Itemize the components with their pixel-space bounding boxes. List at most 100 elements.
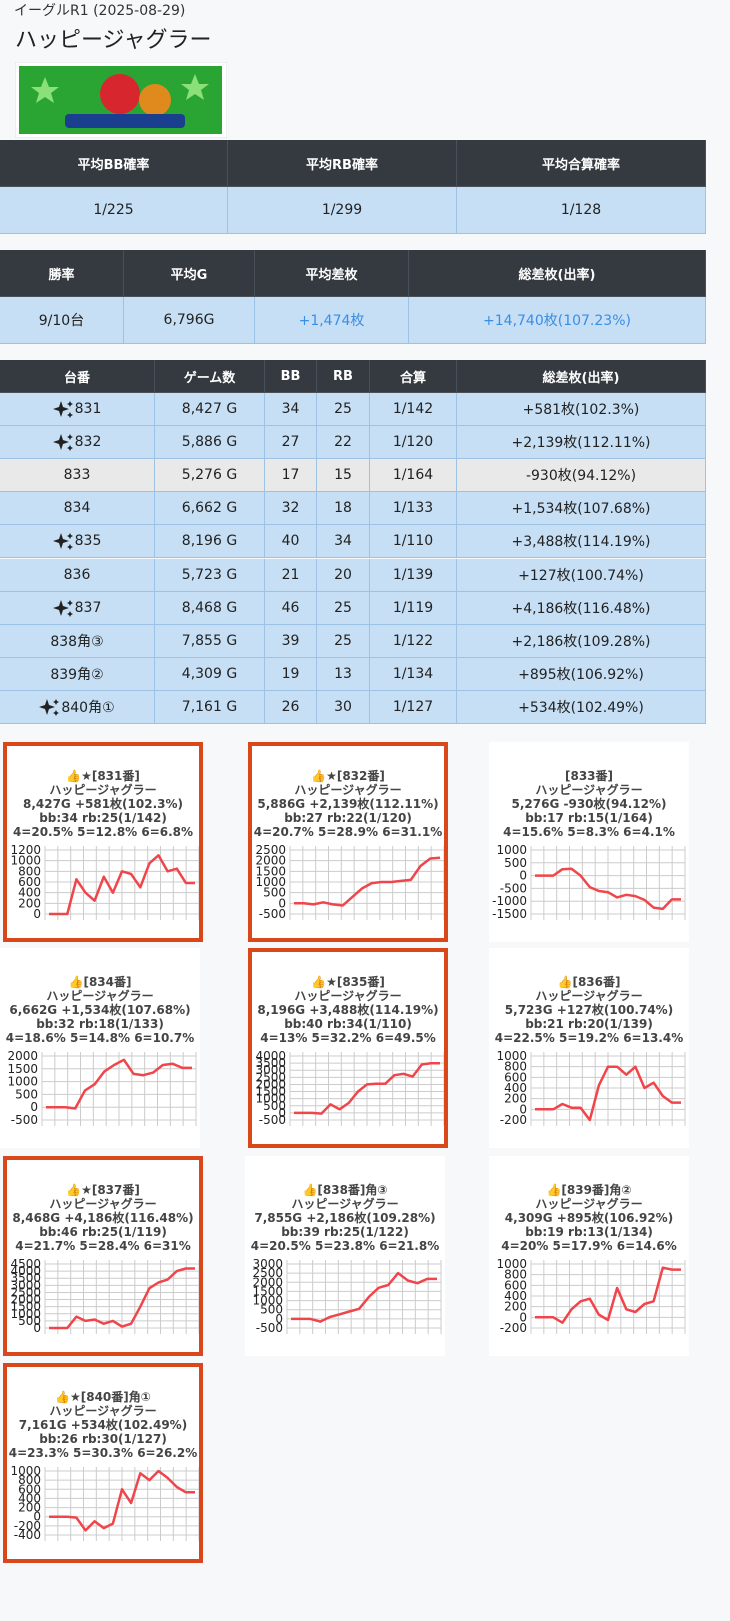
y-tick-label: 400 <box>18 1491 41 1505</box>
y-tick-label: 2000 <box>255 854 286 868</box>
header-cell: 総差枚(出率) <box>409 250 706 297</box>
sparkle-icon <box>52 434 73 452</box>
y-tick-label: 2500 <box>252 1266 283 1280</box>
table-cell: 26 <box>265 690 317 724</box>
sparkle-icon <box>52 533 73 551</box>
machine-number: 837 <box>74 599 102 616</box>
y-tick-label: 1500 <box>252 1284 283 1298</box>
card-line: ハッピージャグラー <box>535 1196 642 1211</box>
data-line <box>535 1065 681 1122</box>
machine-number: 831 <box>74 401 102 418</box>
sparkle-icon <box>52 599 73 617</box>
card-line: ハッピージャグラー <box>294 782 401 797</box>
card-line: ハッピージャグラー <box>294 988 401 1003</box>
table-cell: +4,186枚(116.48%) <box>457 591 706 625</box>
y-tick-label: 2000 <box>255 1077 286 1091</box>
machine-card: 👍[839番]角② ハッピージャグラー 4,309G +895枚(106.92%) b… <box>489 1156 689 1356</box>
table-cell: 40 <box>265 525 317 559</box>
y-tick-label: 800 <box>504 1060 527 1074</box>
table-cell: +2,139枚(112.11%) <box>457 426 706 460</box>
table-cell: 1/139 <box>370 558 457 592</box>
card-line: 4=21.7% 5=28.4% 6=31% <box>15 1239 191 1253</box>
y-tick-label: -500 <box>259 1113 286 1127</box>
y-tick-label: 800 <box>504 1268 527 1282</box>
y-tick-label: 1000 <box>252 1294 283 1308</box>
card-line: ハッピージャグラー <box>46 988 153 1003</box>
machine-card: 👍★[837番] ハッピージャグラー 8,468G +4,186枚(116.48%)… <box>3 1156 203 1356</box>
table-cell: +534枚(102.49%) <box>457 690 706 724</box>
y-tick-label: 2000 <box>252 1275 283 1289</box>
table-cell: 32 <box>265 492 317 526</box>
y-tick-label: 0 <box>278 896 286 910</box>
y-tick-label: 1000 <box>255 1092 286 1106</box>
card-line: 8,196G +3,488枚(114.19%) <box>257 1002 438 1017</box>
machine-number: 832 <box>74 434 102 451</box>
y-tick-label: 0 <box>519 869 527 883</box>
y-tick-label: 800 <box>18 1473 41 1487</box>
data-line <box>294 856 441 907</box>
data-line <box>535 1266 681 1324</box>
sparkle-icon <box>39 698 60 716</box>
y-tick-label: 2000 <box>7 1049 38 1063</box>
table-cell: 8,196 G <box>155 525 265 559</box>
y-tick-label: 0 <box>30 1100 38 1114</box>
y-tick-label: 400 <box>504 1289 527 1303</box>
card-line: ハッピージャグラー <box>49 782 156 797</box>
y-tick-label: 2500 <box>10 1285 41 1299</box>
card-line: bb:34 rb:25(1/142) <box>39 811 167 825</box>
table-cell: 25 <box>317 393 370 427</box>
table-cell: +581枚(102.3%) <box>457 393 706 427</box>
card-line: 4=20.7% 5=28.9% 6=31.1% <box>254 825 442 839</box>
table-cell: 1/134 <box>370 657 457 691</box>
y-tick-label: 0 <box>33 1510 41 1524</box>
header-cell: ゲーム数 <box>155 360 265 393</box>
table-cell: 7,855 G <box>155 624 265 658</box>
table-cell: 8,427 G <box>155 393 265 427</box>
table-cell: 27 <box>265 426 317 460</box>
card-line: 4,309G +895枚(106.92%) <box>505 1210 673 1225</box>
y-tick-label: 600 <box>504 1278 527 1292</box>
table-cell: 19 <box>265 657 317 691</box>
y-tick-label: 4000 <box>255 1049 286 1063</box>
y-tick-label: 800 <box>18 864 41 878</box>
table-cell: 5,723 G <box>155 558 265 592</box>
y-tick-label: 600 <box>18 875 41 889</box>
table-cell: 1/127 <box>370 690 457 724</box>
card-line: bb:17 rb:15(1/164) <box>525 811 653 825</box>
table-cell: 39 <box>265 624 317 658</box>
table-cell: 838角③ <box>0 624 155 658</box>
table-cell: 21 <box>265 558 317 592</box>
table-cell: 9/10台 <box>0 297 124 344</box>
y-tick-label: 0 <box>33 1321 41 1335</box>
y-tick-label: 1000 <box>496 1257 527 1271</box>
y-tick-label: 0 <box>519 1310 527 1324</box>
machine-card: 👍★[831番] ハッピージャグラー 8,427G +581枚(102.3%) bb:… <box>3 742 203 942</box>
y-tick-label: 1500 <box>255 1085 286 1099</box>
table-cell: 832 <box>0 426 155 460</box>
table-cell: 17 <box>265 459 317 493</box>
table-cell: 13 <box>317 657 370 691</box>
card-line: 4=20.5% 5=23.8% 6=21.8% <box>251 1239 439 1253</box>
table-cell: 25 <box>317 591 370 625</box>
card-line: 7,855G +2,186枚(109.28%) <box>254 1210 435 1225</box>
table-cell: 1/299 <box>228 187 457 234</box>
card-line: bb:21 rb:20(1/139) <box>525 1017 653 1031</box>
card-line: 👍★[840番]角① <box>55 1389 151 1404</box>
header-cell: 総差枚(出率) <box>457 360 706 393</box>
card-line: bb:19 rb:13(1/134) <box>525 1225 653 1239</box>
table-cell: 8,468 G <box>155 591 265 625</box>
card-line: 6,662G +1,534枚(107.68%) <box>9 1002 190 1017</box>
table-cell: 22 <box>317 426 370 460</box>
card-line: 7,161G +534枚(102.49%) <box>19 1417 187 1432</box>
table-cell: 5,886 G <box>155 426 265 460</box>
table-cell: 7,161 G <box>155 690 265 724</box>
y-tick-label: 2500 <box>255 1070 286 1084</box>
y-tick-label: -200 <box>14 1519 41 1533</box>
table-cell: +2,186枚(109.28%) <box>457 624 706 658</box>
y-tick-label: -200 <box>500 1321 527 1335</box>
card-line: 👍★[831番] <box>66 768 140 783</box>
card-line: 👍★[837番] <box>66 1182 140 1197</box>
y-tick-label: 200 <box>504 1092 527 1106</box>
y-tick-label: 4000 <box>10 1264 41 1278</box>
